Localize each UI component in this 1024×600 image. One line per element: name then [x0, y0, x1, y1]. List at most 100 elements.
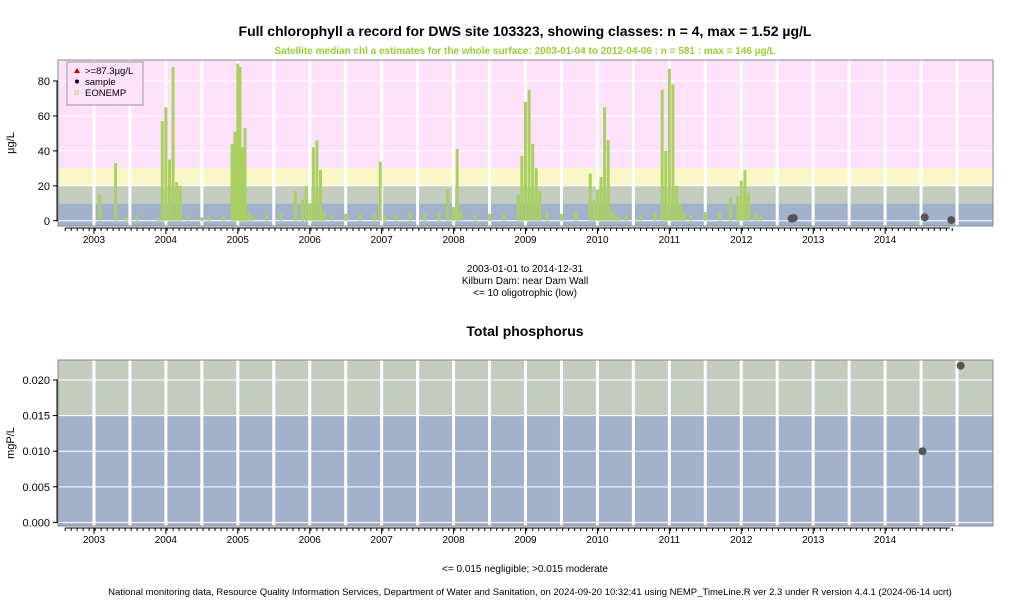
satellite-bar: [588, 173, 592, 221]
x-tick-label: 2003: [83, 235, 106, 246]
satellite-bar: [559, 213, 563, 221]
chart1-site-name: Kilburn Dam: near Dam Wall: [461, 276, 589, 287]
chart1-date-range: 2003-01-01 to 2014-12-31: [466, 264, 584, 275]
satellite-bar: [502, 213, 506, 221]
satellite-bar: [527, 89, 531, 221]
plot-frame: [57, 359, 994, 527]
satellite-bar: [617, 217, 621, 221]
x-tick-label: 2008: [442, 235, 465, 246]
y-tick-label: 0.020: [22, 375, 50, 387]
y-tick-label: 0.015: [22, 411, 50, 423]
satellite-bar: [167, 159, 171, 221]
satellite-bar: [238, 66, 242, 221]
x-tick-label: 2014: [874, 535, 897, 546]
chart1-subtitle: Satellite median chl a estimates for the…: [274, 46, 776, 57]
legend-square-icon: [74, 90, 79, 95]
satellite-bar: [675, 185, 679, 221]
satellite-bar: [664, 150, 668, 221]
sample-point: [947, 216, 956, 225]
satellite-bar: [240, 147, 244, 221]
satellite-bar: [185, 215, 189, 221]
satellite-bar: [746, 192, 750, 221]
sample-point: [920, 213, 929, 222]
satellite-bar: [175, 182, 179, 221]
sample-point: [956, 361, 965, 370]
satellite-bar: [279, 213, 283, 221]
satellite-bar: [394, 215, 398, 221]
y-tick-label: 0.005: [22, 482, 50, 494]
satellite-bar: [236, 63, 240, 221]
satellite-bar: [671, 84, 675, 221]
chart2-title: Total phosphorus: [466, 323, 584, 339]
legend-triangle-icon: [74, 68, 80, 73]
satellite-bar: [610, 210, 614, 221]
satellite-bar: [660, 89, 664, 221]
satellite-bar: [293, 191, 297, 221]
satellite-bar: [754, 212, 758, 221]
satellite-bar: [459, 210, 463, 221]
satellite-bar: [378, 161, 382, 221]
satellite-bar: [322, 210, 326, 221]
satellite-bar: [114, 163, 118, 221]
x-tick-label: 2011: [659, 535, 681, 546]
satellite-bar: [606, 140, 610, 221]
x-tick-label: 2012: [730, 535, 753, 546]
satellite-bar: [488, 213, 492, 221]
y-tick-label: 60: [38, 111, 50, 123]
satellite-bar: [574, 212, 578, 221]
satellite-bar: [243, 128, 247, 221]
satellite-bar: [221, 215, 225, 221]
y-axis-label: µg/L: [5, 132, 17, 154]
satellite-bar: [452, 206, 456, 221]
satellite-bar: [178, 185, 182, 221]
satellite-bar: [423, 213, 427, 221]
satellite-bar: [613, 215, 617, 221]
legend-label: EONEMP: [85, 88, 126, 99]
x-tick-label: 2007: [371, 535, 394, 546]
x-tick-label: 2010: [586, 235, 609, 246]
satellite-bar: [247, 212, 251, 221]
x-tick-label: 2005: [227, 235, 250, 246]
satellite-bar: [164, 107, 168, 221]
x-tick-label: 2006: [299, 235, 322, 246]
satellite-bar: [446, 189, 450, 221]
satellite-bar: [516, 194, 520, 221]
satellite-bar: [344, 213, 348, 221]
satellite-bar: [233, 131, 237, 221]
satellite-bar: [624, 215, 628, 221]
satellite-bar: [124, 217, 128, 221]
satellite-bar: [520, 156, 524, 221]
x-tick-label: 2013: [802, 235, 825, 246]
satellite-bar: [437, 212, 441, 221]
satellite-bar: [595, 189, 599, 221]
y-tick-label: 40: [38, 146, 50, 158]
satellite-bar: [739, 180, 743, 221]
footer-note: National monitoring data, Resource Quali…: [108, 587, 952, 598]
satellite-bar: [98, 194, 102, 221]
satellite-bar: [473, 215, 477, 221]
satellite-bar: [603, 107, 607, 221]
satellite-bar: [304, 185, 308, 221]
satellite-bar: [743, 170, 747, 221]
satellite-bar: [455, 149, 459, 221]
x-tick-label: 2004: [155, 535, 178, 546]
y-tick-label: 0: [44, 216, 50, 228]
satellite-bar: [301, 199, 305, 221]
sample-point: [789, 214, 798, 223]
legend-label: sample: [85, 77, 116, 88]
satellite-bar: [207, 215, 211, 221]
legend-label: >=87.3µg/L: [85, 66, 133, 77]
x-tick-label: 2008: [442, 535, 465, 546]
y-tick-label: 80: [38, 76, 50, 88]
plot-frame: [57, 59, 994, 227]
satellite-bar: [718, 212, 722, 221]
x-tick-label: 2007: [371, 235, 394, 246]
legend-box: [66, 61, 144, 106]
satellite-bar: [667, 68, 671, 221]
satellite-bar: [689, 215, 693, 221]
satellite-bar: [592, 199, 596, 221]
satellite-bar: [728, 198, 732, 221]
satellite-bar: [531, 143, 535, 221]
chlorophyll-chart: 0 20 40 60 80 2003 2004 2005 2006 2007 2008 2009 201…: [5, 59, 994, 246]
chart2-class-label: <= 0.015 negligible; >0.015 moderate: [442, 564, 608, 575]
